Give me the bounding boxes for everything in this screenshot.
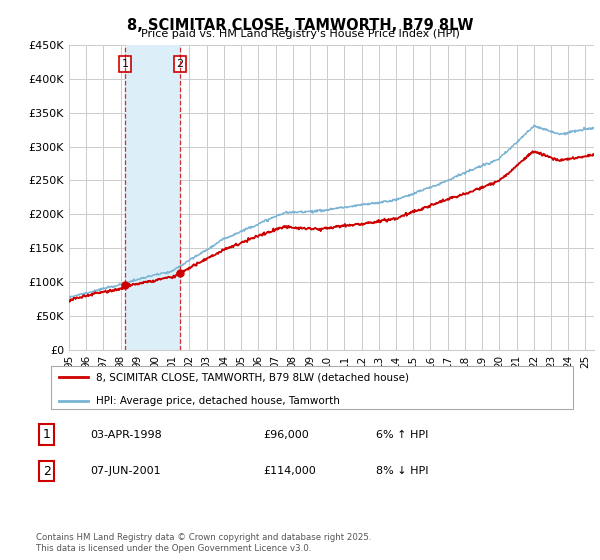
FancyBboxPatch shape [50,366,574,409]
Text: 1: 1 [43,428,51,441]
Text: 6% ↑ HPI: 6% ↑ HPI [376,430,428,440]
Text: 03-APR-1998: 03-APR-1998 [90,430,162,440]
Text: £96,000: £96,000 [263,430,308,440]
Text: £114,000: £114,000 [263,466,316,476]
Text: 1: 1 [121,59,128,69]
Bar [125,45,180,350]
Text: 07-JUN-2001: 07-JUN-2001 [90,466,161,476]
Text: Contains HM Land Registry data © Crown copyright and database right 2025.
This d: Contains HM Land Registry data © Crown c… [36,533,371,553]
Text: Price paid vs. HM Land Registry's House Price Index (HPI): Price paid vs. HM Land Registry's House … [140,29,460,39]
Text: 8, SCIMITAR CLOSE, TAMWORTH, B79 8LW (detached house): 8, SCIMITAR CLOSE, TAMWORTH, B79 8LW (de… [95,372,409,382]
Text: 2: 2 [43,464,51,478]
Text: 8, SCIMITAR CLOSE, TAMWORTH, B79 8LW: 8, SCIMITAR CLOSE, TAMWORTH, B79 8LW [127,18,473,33]
Text: 8% ↓ HPI: 8% ↓ HPI [376,466,428,476]
Text: 2: 2 [176,59,184,69]
Text: HPI: Average price, detached house, Tamworth: HPI: Average price, detached house, Tamw… [95,396,340,406]
